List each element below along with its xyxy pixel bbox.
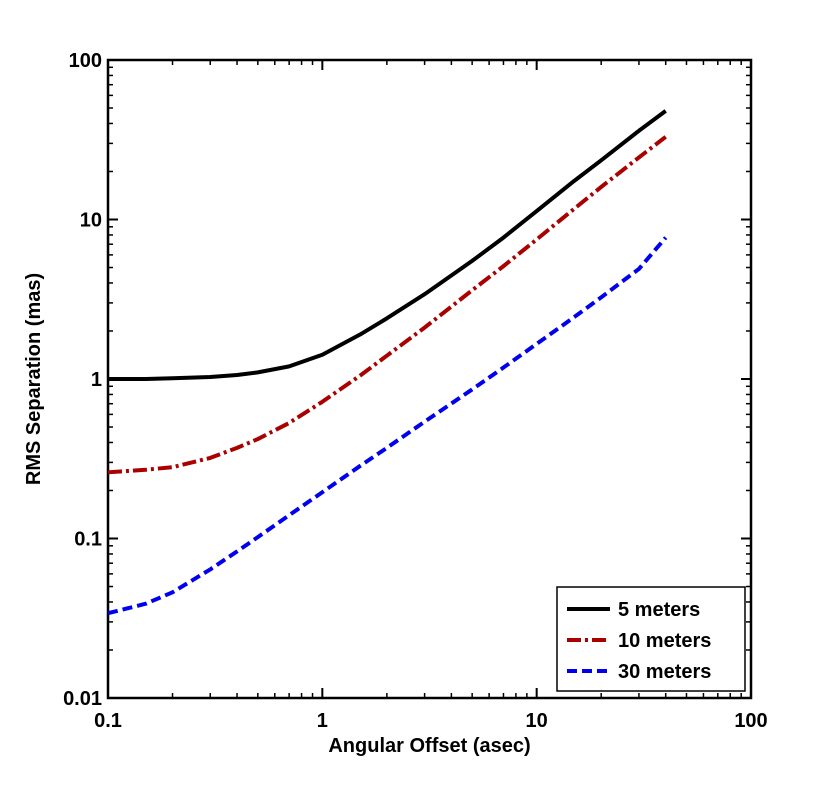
legend-label-10-meters: 10 meters [618, 630, 711, 652]
series-lines [107, 109, 668, 616]
y-axis-title: RMS Separation (mas) [23, 273, 45, 485]
legend-label-5-meters: 5 meters [618, 599, 700, 621]
y-tick-label: 0.1 [74, 529, 102, 551]
legend: 5 meters 10 meters 30 meters [556, 586, 746, 692]
x-axis-title: Angular Offset (asec) [328, 735, 530, 757]
legend-items: 5 meters 10 meters 30 meters [567, 599, 711, 683]
axis-ticks [107, 59, 752, 699]
y-tick-label: 1 [91, 369, 102, 391]
y-tick-label: 10 [80, 210, 102, 232]
series-line-5-meters [108, 109, 667, 381]
x-tick-label: 0.1 [94, 710, 122, 732]
y-tick-label: 100 [69, 50, 102, 72]
series-line-10-meters [107, 135, 667, 475]
series-line-30-meters [107, 236, 668, 616]
x-tick-label: 100 [734, 710, 767, 732]
x-tick-label: 10 [526, 710, 548, 732]
y-tick-label: 0.01 [63, 688, 102, 710]
x-tick-label: 1 [317, 710, 328, 732]
legend-box [556, 586, 746, 692]
legend-label-30-meters: 30 meters [618, 661, 711, 683]
